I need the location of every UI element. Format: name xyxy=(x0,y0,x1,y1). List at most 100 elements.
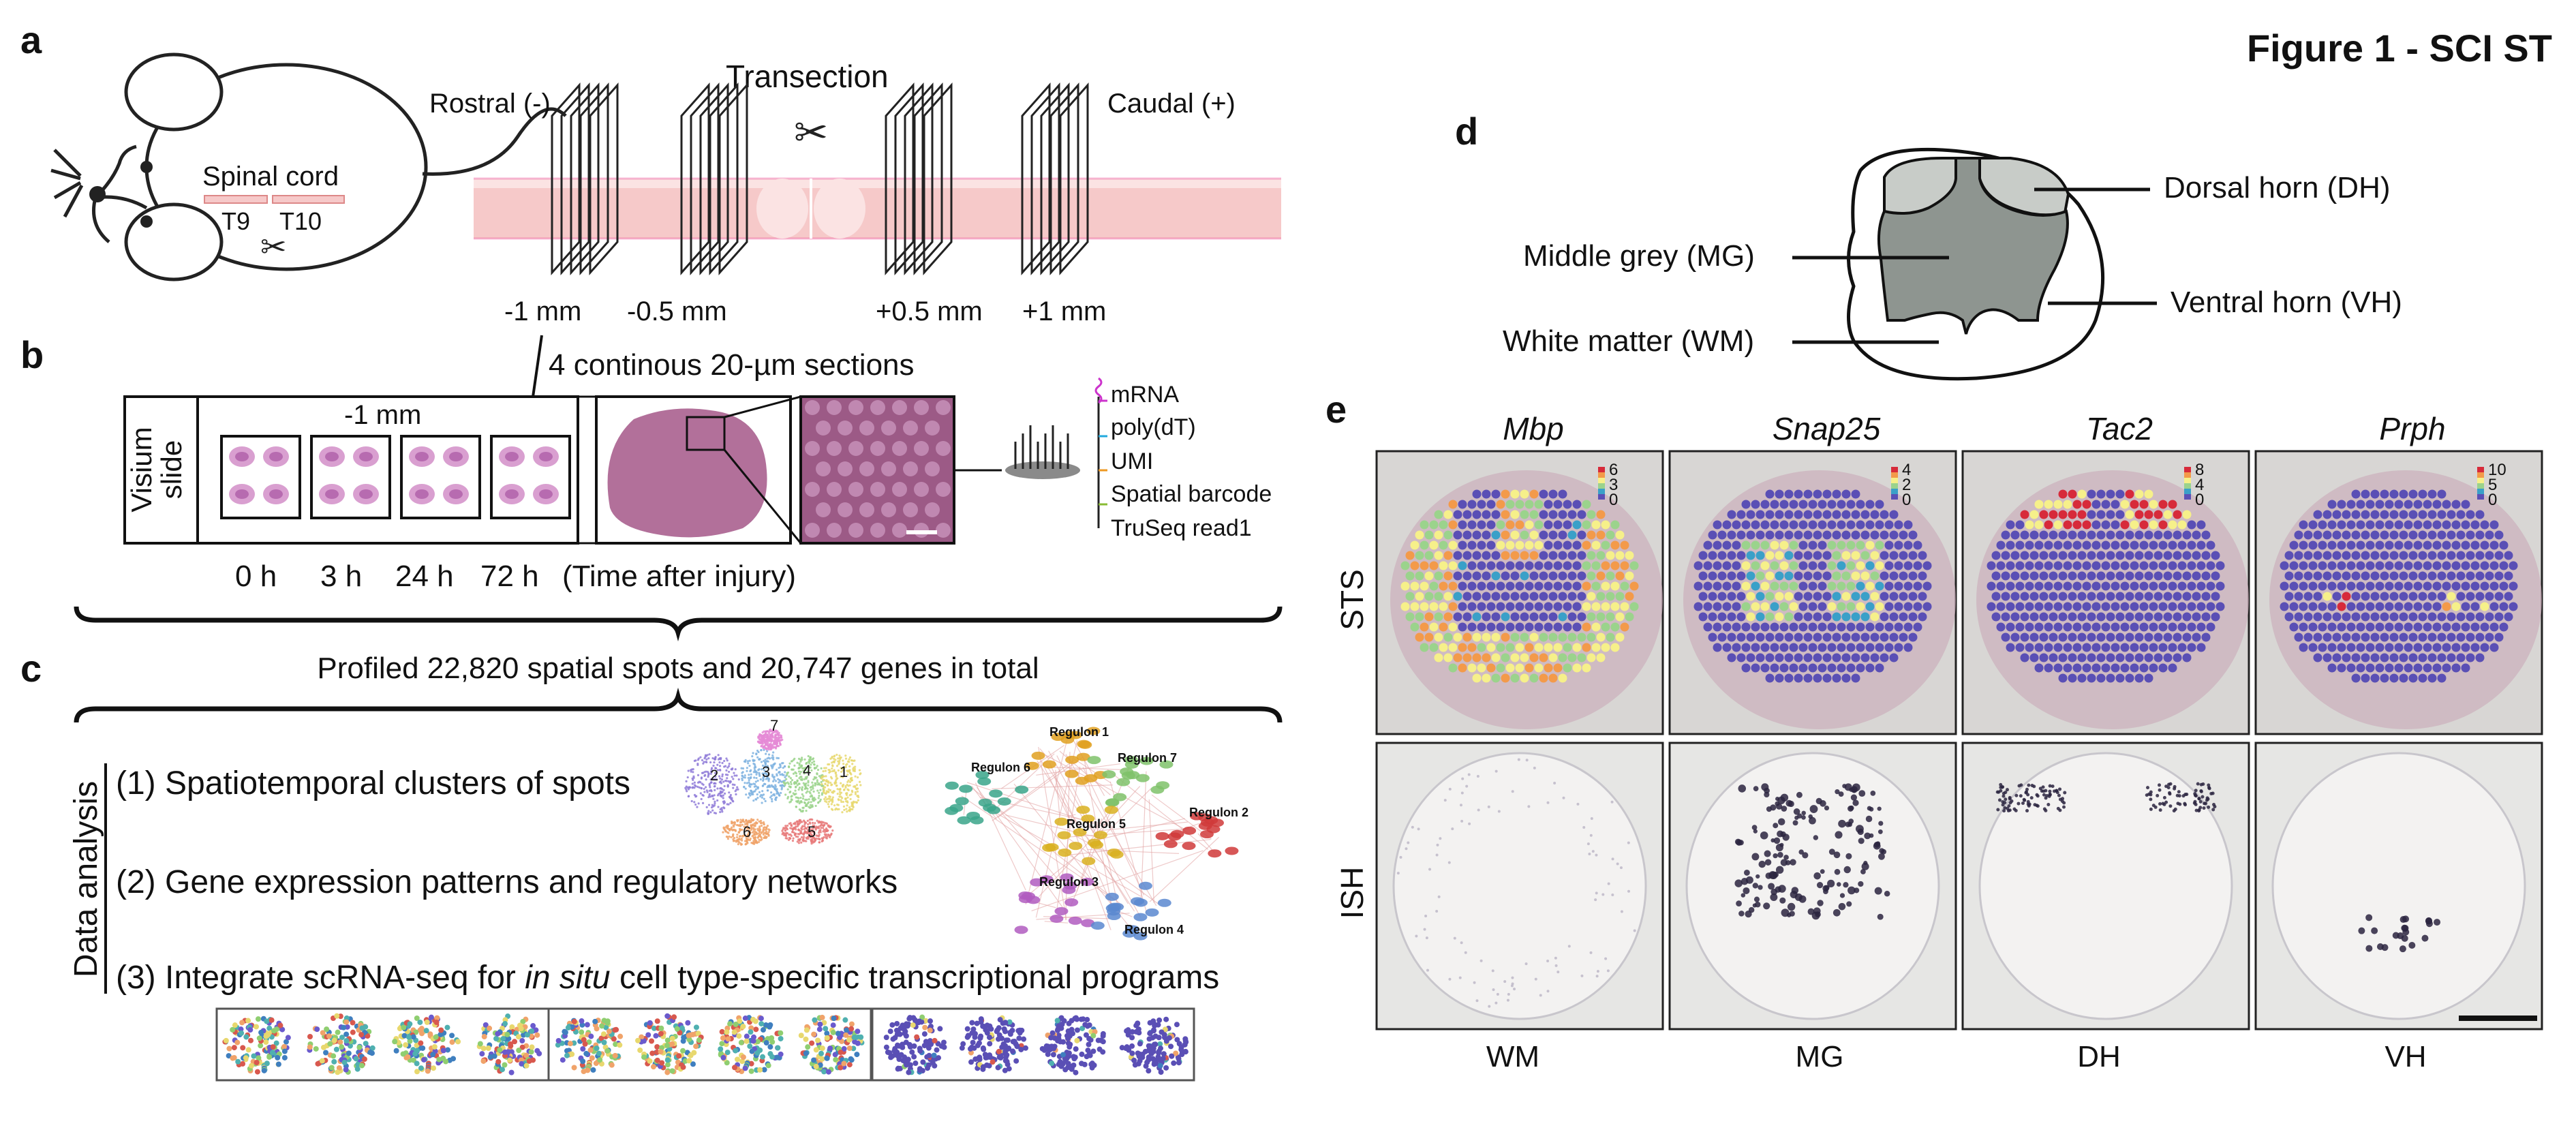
expression-spot xyxy=(1818,500,1827,509)
expression-spot xyxy=(1784,510,1794,519)
cluster-spot xyxy=(1163,1065,1169,1071)
expression-spot xyxy=(1703,540,1713,550)
expression-spot xyxy=(2077,551,2087,560)
expression-spot xyxy=(1698,612,1708,622)
expression-spot xyxy=(1987,602,1996,611)
expression-spot xyxy=(1798,643,1808,652)
umap-point xyxy=(782,828,784,831)
cluster-spot xyxy=(680,1038,686,1044)
umap-point xyxy=(812,760,816,763)
network-node xyxy=(1082,857,1096,866)
umap-point xyxy=(752,793,754,796)
umap-point xyxy=(762,821,765,824)
expression-spot xyxy=(1693,581,1703,591)
expression-spot xyxy=(1439,581,1448,591)
expression-spot xyxy=(2087,530,2096,540)
expression-spot xyxy=(2375,500,2385,509)
expression-spot xyxy=(1813,551,1822,560)
cluster-spot xyxy=(994,1027,1000,1033)
he-spot xyxy=(936,441,951,456)
colorbar-segment xyxy=(2184,467,2191,472)
umap-point xyxy=(841,811,844,814)
expression-spot xyxy=(2322,551,2332,560)
network-edge xyxy=(1148,799,1154,903)
umap-point xyxy=(823,790,825,793)
expression-spot xyxy=(1505,643,1515,652)
umap-point xyxy=(764,762,767,765)
expression-spot xyxy=(1846,643,1856,652)
expression-spot xyxy=(1558,571,1567,581)
expression-spot xyxy=(2025,643,2034,652)
umap-point xyxy=(836,788,839,791)
expression-spot xyxy=(1458,500,1467,509)
expression-spot xyxy=(2044,540,2053,550)
expression-spot xyxy=(2044,561,2053,570)
umap-point xyxy=(724,826,727,829)
network-edge xyxy=(992,784,1114,790)
colorbar-segment xyxy=(1891,483,1898,489)
umap-point xyxy=(696,774,700,776)
expression-spot xyxy=(1880,510,1889,519)
expression-spot xyxy=(1429,581,1439,591)
network-node xyxy=(1120,767,1134,776)
cluster-spot xyxy=(1126,1047,1132,1053)
umap-point xyxy=(805,763,808,765)
umap-point xyxy=(808,835,811,838)
expression-spot xyxy=(1515,602,1524,611)
umap-point xyxy=(790,782,793,786)
ventral-horn-label: Ventral horn (VH) xyxy=(2171,286,2402,319)
expression-spot xyxy=(2077,673,2087,683)
umap-point xyxy=(761,772,764,775)
expression-spot xyxy=(2034,540,2044,550)
cluster-spot xyxy=(477,1041,483,1047)
umap-point xyxy=(799,772,801,776)
expression-spot xyxy=(1582,561,1591,570)
cluster-spot xyxy=(596,1050,602,1056)
expression-spot xyxy=(2120,581,2130,591)
expression-spot xyxy=(1548,510,1558,519)
umap-point xyxy=(737,778,740,781)
expression-spot xyxy=(1558,510,1567,519)
expression-spot xyxy=(2182,592,2192,601)
umap-point xyxy=(788,775,791,778)
umap-point xyxy=(755,798,758,801)
expression-spot xyxy=(1851,571,1860,581)
cluster-spot xyxy=(509,1024,515,1030)
expression-spot xyxy=(1865,561,1875,570)
expression-spot xyxy=(1822,489,1832,499)
he-spot xyxy=(925,421,940,436)
umap-point xyxy=(825,801,828,804)
umap-point xyxy=(817,827,821,829)
cluster-spot xyxy=(1002,1028,1008,1035)
umap-point xyxy=(842,759,844,762)
umap-point xyxy=(774,780,778,782)
umap-point xyxy=(829,834,831,837)
expression-spot xyxy=(1486,602,1496,611)
cluster-spot xyxy=(258,1029,264,1035)
expression-spot xyxy=(1534,540,1544,550)
umap-point xyxy=(779,773,782,776)
expression-spot xyxy=(1903,602,1913,611)
expression-spot xyxy=(1615,592,1625,601)
umap-point xyxy=(843,808,846,811)
umap-point xyxy=(829,789,832,792)
cluster-spot xyxy=(811,1057,817,1063)
expression-spot xyxy=(1751,643,1760,652)
expression-spot xyxy=(2418,530,2427,540)
capture-area xyxy=(490,435,571,519)
cluster-spot xyxy=(664,1013,671,1019)
cluster-spot xyxy=(858,1034,864,1040)
expression-spot xyxy=(1462,632,1472,642)
expression-spot xyxy=(2177,602,2187,611)
expression-spot xyxy=(1808,520,1818,530)
expression-spot xyxy=(1903,581,1913,591)
expression-spot xyxy=(1727,530,1736,540)
expression-spot xyxy=(2153,510,2163,519)
umap-point xyxy=(831,764,834,767)
cluster-spot xyxy=(1071,1056,1077,1062)
umap-point xyxy=(752,799,755,802)
expression-spot xyxy=(1491,632,1501,642)
expression-spot xyxy=(1563,520,1572,530)
cluster-spot xyxy=(254,1069,260,1075)
umap-point xyxy=(838,760,841,763)
